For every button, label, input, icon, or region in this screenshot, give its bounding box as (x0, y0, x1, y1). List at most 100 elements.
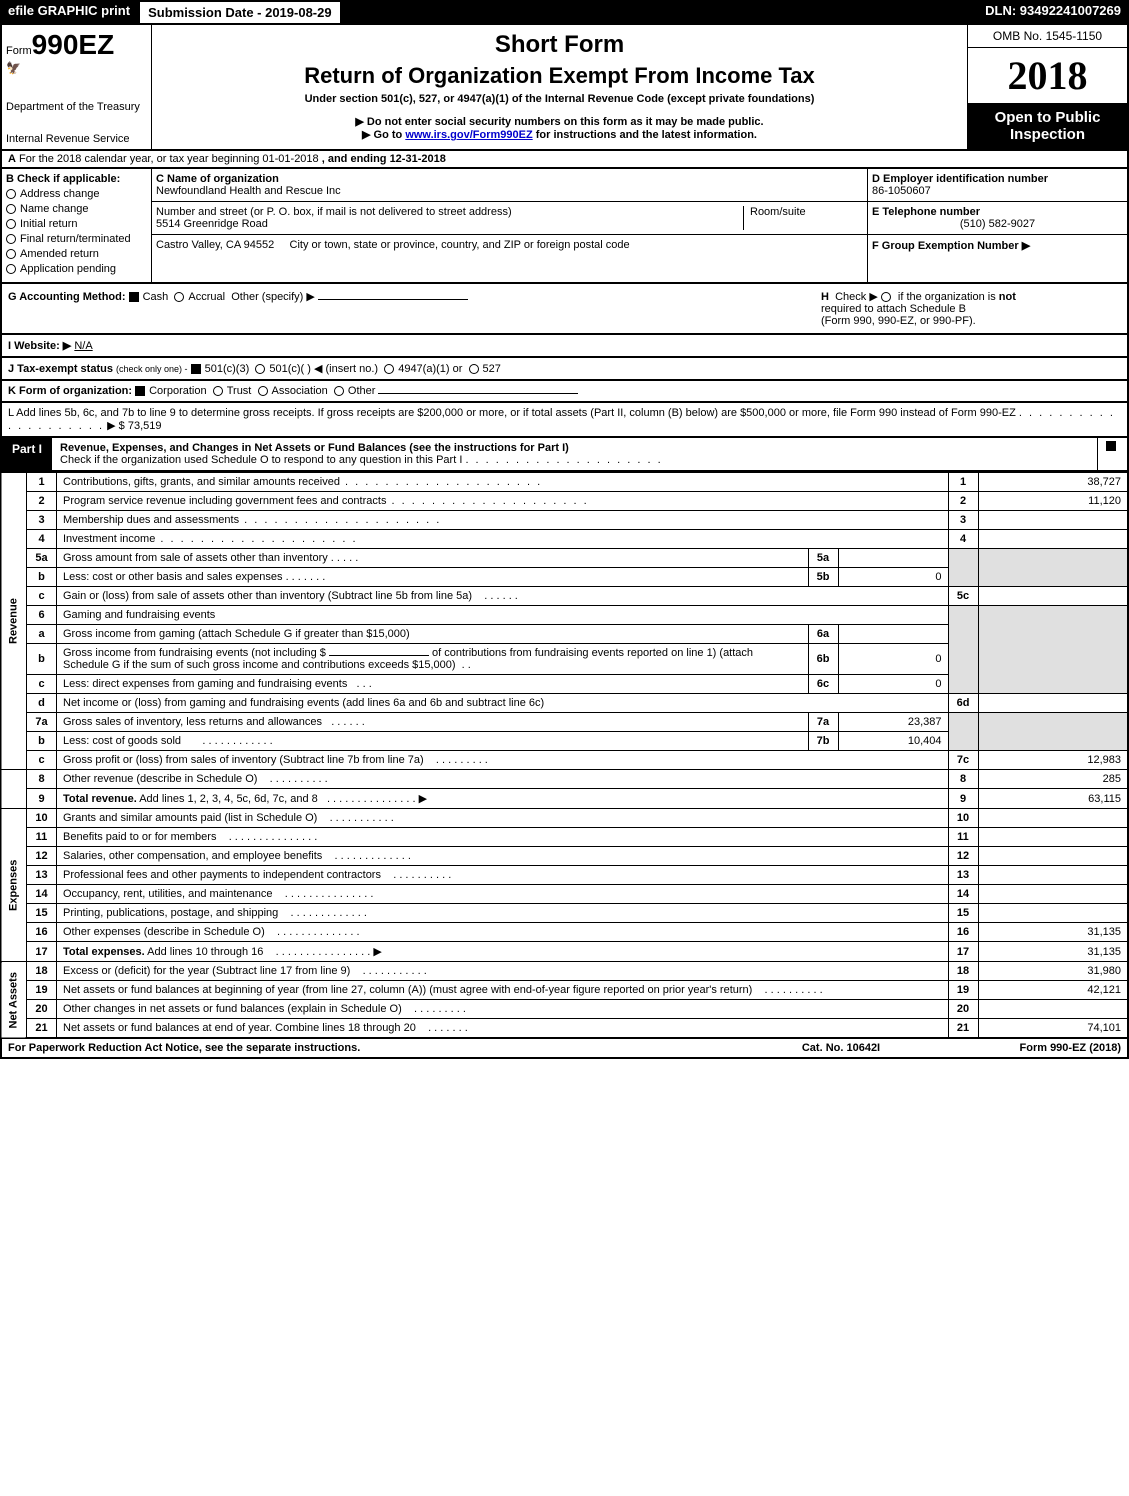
chk-h[interactable] (881, 292, 891, 302)
return-title: Return of Organization Exempt From Incom… (158, 63, 961, 89)
part1-check-text: Check if the organization used Schedule … (60, 454, 462, 466)
form-number: 990EZ (32, 29, 115, 60)
expenses-side-label: Expenses (1, 809, 27, 962)
line-5b-desc: Less: cost or other basis and sales expe… (57, 568, 809, 587)
line-11-desc: Benefits paid to or for members . . . . … (57, 828, 949, 847)
revenue-side-label: Revenue (1, 473, 27, 770)
website-value: N/A (74, 340, 92, 352)
line-18-col: 18 (948, 962, 978, 981)
line-5c-val (978, 587, 1128, 606)
room-suite-label: Room/suite (743, 206, 863, 230)
line-20-col: 20 (948, 1000, 978, 1019)
part1-check (1097, 438, 1127, 470)
line-6b-blank[interactable] (329, 655, 429, 656)
short-form-title: Short Form (158, 31, 961, 59)
section-b: B Check if applicable: Address change Na… (2, 169, 152, 282)
chk-corp[interactable] (135, 386, 145, 396)
line-6-desc: Gaming and fundraising events (57, 606, 949, 625)
line-5a-subval (838, 549, 948, 568)
line-6b-subval: 0 (838, 644, 948, 675)
chk-501c3[interactable] (191, 364, 201, 374)
line-6c-subval: 0 (838, 675, 948, 694)
line-9-num: 9 (27, 789, 57, 809)
line-5a-desc: Gross amount from sale of assets other t… (57, 549, 809, 568)
line-17-val: 31,135 (978, 942, 1128, 962)
open-public-l1: Open to Public (974, 109, 1121, 126)
line-6b-desc: Gross income from fundraising events (no… (57, 644, 809, 675)
line-20-num: 20 (27, 1000, 57, 1019)
line-2-desc: Program service revenue including govern… (57, 492, 949, 511)
form-prefix: Form (6, 45, 32, 57)
ein-value: 86-1050607 (872, 185, 1123, 197)
chk-527[interactable] (469, 364, 479, 374)
submission-date[interactable]: Submission Date - 2019-08-29 (138, 0, 342, 25)
chk-name-change[interactable] (6, 204, 16, 214)
chk-application-pending[interactable] (6, 264, 16, 274)
line-7a-subval: 23,387 (838, 713, 948, 732)
header-left: Form990EZ 🦅 Department of the Treasury I… (2, 25, 152, 149)
chk-final-return[interactable] (6, 234, 16, 244)
line-16-val: 31,135 (978, 923, 1128, 942)
line-16-num: 16 (27, 923, 57, 942)
chk-part1-sched-o[interactable] (1106, 441, 1116, 451)
line-13-col: 13 (948, 866, 978, 885)
line-21-col: 21 (948, 1019, 978, 1039)
chk-accrual[interactable] (174, 292, 184, 302)
f-group-arrow: ▶ (1022, 240, 1030, 252)
k-corp: Corporation (149, 385, 206, 397)
line-5a-sub: 5a (808, 549, 838, 568)
line-6c-num: c (27, 675, 57, 694)
line-21-num: 21 (27, 1019, 57, 1039)
chk-initial-return[interactable] (6, 219, 16, 229)
chk-address-change[interactable] (6, 189, 16, 199)
line-5c-col: 5c (948, 587, 978, 606)
org-street: 5514 Greenridge Road (156, 218, 743, 230)
line-11-val (978, 828, 1128, 847)
f-group-label: F Group Exemption Number (872, 240, 1019, 252)
line-17-desc: Total expenses. Add lines 10 through 16 … (57, 942, 949, 962)
section-j: J Tax-exempt status (check only one) - 5… (0, 358, 1129, 381)
department: Department of the Treasury (6, 101, 147, 113)
section-g: G Accounting Method: Cash Accrual Other … (8, 290, 821, 327)
line-7a-num: 7a (27, 713, 57, 732)
goto-link[interactable]: www.irs.gov/Form990EZ (405, 129, 532, 141)
chk-4947[interactable] (384, 364, 394, 374)
h-text3: (Form 990, 990-EZ, or 990-PF). (821, 315, 976, 327)
j-opt3: 4947(a)(1) or (398, 363, 462, 375)
dln: DLN: 93492241007269 (977, 0, 1129, 25)
section-bcd: B Check if applicable: Address change Na… (0, 169, 1129, 284)
line-2-val: 11,120 (978, 492, 1128, 511)
chk-cash[interactable] (129, 292, 139, 302)
line-19-desc: Net assets or fund balances at beginning… (57, 981, 949, 1000)
header-mid: Short Form Return of Organization Exempt… (152, 25, 967, 149)
chk-trust[interactable] (213, 386, 223, 396)
line-1-col: 1 (948, 473, 978, 492)
eagle-icon: 🦅 (6, 61, 147, 75)
goto-note: ▶ Go to www.irs.gov/Form990EZ for instru… (158, 128, 961, 141)
part1-title-text: Revenue, Expenses, and Changes in Net As… (60, 442, 569, 454)
part1-label: Part I (2, 438, 52, 470)
efile-label[interactable]: efile GRAPHIC print (0, 0, 138, 25)
line-6d-val (978, 694, 1128, 713)
chk-501c[interactable] (255, 364, 265, 374)
donot-note: ▶ Do not enter social security numbers o… (158, 115, 961, 128)
line-5b-sub: 5b (808, 568, 838, 587)
chk-assoc[interactable] (258, 386, 268, 396)
k-other-line[interactable] (378, 393, 578, 394)
chk-amended-return[interactable] (6, 249, 16, 259)
line-16-desc: Other expenses (describe in Schedule O) … (57, 923, 949, 942)
chk-other-org[interactable] (334, 386, 344, 396)
irs: Internal Revenue Service (6, 133, 147, 145)
line-9-col: 9 (948, 789, 978, 809)
line-10-desc: Grants and similar amounts paid (list in… (57, 809, 949, 828)
e-phone-label: E Telephone number (872, 206, 980, 218)
line-20-desc: Other changes in net assets or fund bala… (57, 1000, 949, 1019)
j-opt4: 527 (483, 363, 501, 375)
line-9-desc: Total revenue. Add lines 1, 2, 3, 4, 5c,… (57, 789, 949, 809)
g-other-line[interactable] (318, 299, 468, 300)
line-5a-num: 5a (27, 549, 57, 568)
line-10-col: 10 (948, 809, 978, 828)
line-18-num: 18 (27, 962, 57, 981)
section-c: C Name of organization Newfoundland Heal… (152, 169, 867, 282)
line-1-num: 1 (27, 473, 57, 492)
